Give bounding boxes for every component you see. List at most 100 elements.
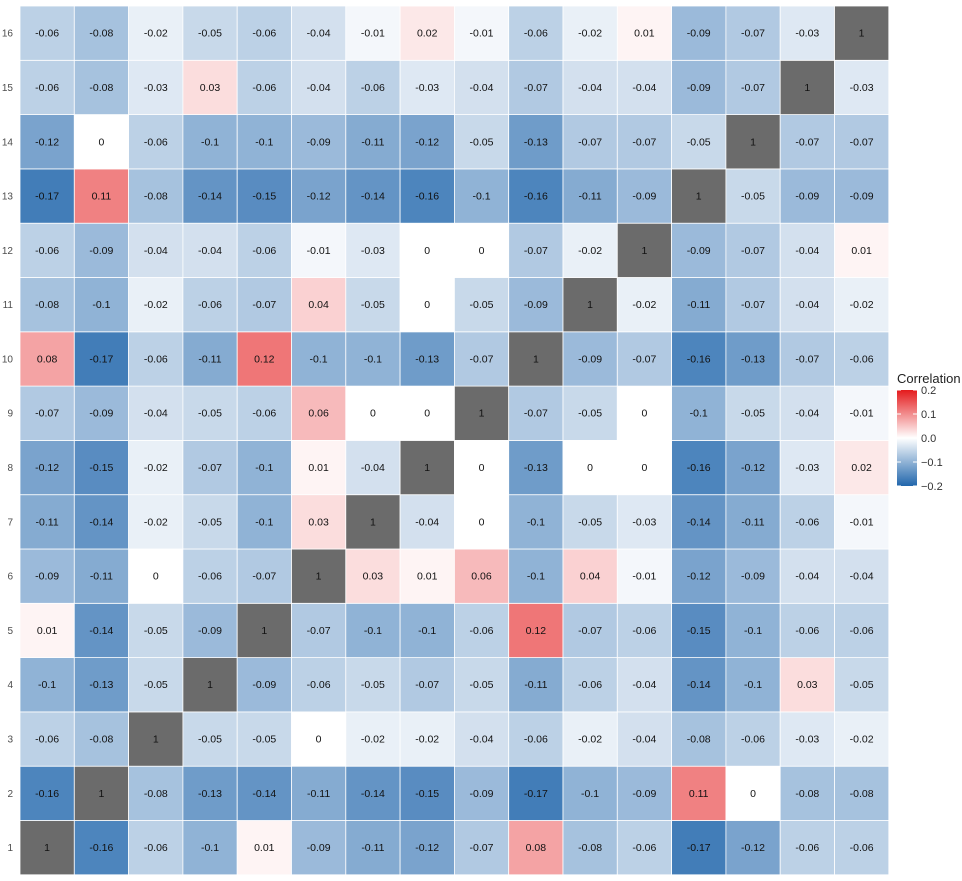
heatmap-cell	[73, 5, 130, 61]
heatmap-cell	[291, 602, 347, 658]
cell-value-label: -0.06	[795, 842, 819, 854]
cell-value-label: -0.06	[144, 842, 168, 854]
heatmap-cell	[128, 711, 184, 767]
cell-value-label: -0.06	[35, 245, 59, 257]
cell-value-label: -0.14	[361, 191, 385, 203]
cell-value-label: -0.13	[524, 462, 548, 474]
heatmap-cell	[291, 385, 347, 441]
cell-value-label: 0	[370, 408, 376, 420]
heatmap-cell	[453, 820, 510, 876]
cell-value-label: -0.1	[690, 408, 708, 420]
heatmap-cell	[128, 765, 184, 821]
y-tick-label: 14	[2, 137, 14, 148]
cell-value-label: -0.01	[850, 408, 874, 420]
cell-value-label: -0.07	[632, 353, 656, 365]
heatmap-cell	[182, 331, 238, 387]
cell-value-label: -0.01	[307, 245, 331, 257]
legend-tick-label: −0.1	[921, 457, 943, 469]
cell-value-label: -0.06	[198, 571, 222, 583]
cell-value-label: -0.11	[36, 516, 59, 528]
heatmap-cell	[73, 711, 130, 767]
heatmap-cell	[73, 820, 130, 876]
cell-value-label: -0.15	[89, 462, 113, 474]
heatmap-cell	[399, 277, 455, 333]
heatmap-cell	[834, 168, 890, 224]
cell-value-label: -0.09	[35, 571, 59, 583]
cell-value-label: -0.08	[687, 734, 711, 746]
heatmap-cell	[671, 765, 727, 821]
cell-value-label: -0.04	[144, 245, 168, 257]
cell-value-label: -0.02	[144, 299, 168, 311]
heatmap-cell	[453, 114, 510, 170]
cell-value-label: -0.09	[307, 842, 331, 854]
cell-value-label: -0.02	[632, 299, 656, 311]
heatmap-cell	[73, 331, 130, 387]
cell-value-label: 0.03	[200, 82, 221, 94]
y-tick-label: 5	[7, 626, 13, 637]
cell-value-label: 0.01	[634, 28, 655, 40]
cell-value-label: -0.06	[470, 625, 494, 637]
cell-value-label: -0.05	[850, 679, 874, 691]
heatmap-cell	[128, 439, 184, 496]
heatmap-cell	[562, 222, 618, 278]
cell-value-label: -0.09	[687, 82, 711, 94]
heatmap-cell	[182, 820, 238, 876]
heatmap-cell	[616, 765, 672, 821]
cell-value-label: -0.06	[524, 28, 548, 40]
heatmap-cell	[671, 494, 727, 550]
cell-value-label: -0.04	[850, 571, 874, 583]
heatmap-cell	[128, 114, 184, 170]
cell-value-label: -0.1	[310, 353, 328, 365]
cell-value-label: -0.07	[470, 353, 494, 365]
cell-value-label: -0.01	[850, 516, 874, 528]
cell-value-label: 0.12	[254, 353, 275, 365]
heatmap-cell	[19, 331, 75, 387]
heatmap-cell	[291, 168, 347, 224]
cell-value-label: -0.12	[415, 136, 439, 148]
cell-value-label: 0.01	[37, 625, 58, 637]
heatmap-cell	[291, 331, 347, 387]
heatmap-cell	[128, 168, 184, 224]
heatmap-cell	[182, 711, 238, 767]
cell-value-label: -0.1	[92, 299, 110, 311]
heatmap-cell	[19, 168, 75, 224]
cell-value-label: -0.07	[524, 82, 548, 94]
heatmap-cell	[73, 765, 130, 821]
cell-value-label: 0	[641, 408, 647, 420]
heatmap-cell	[236, 5, 292, 61]
cell-value-label: -0.1	[581, 788, 599, 800]
heatmap-cells	[19, 5, 890, 876]
heatmap-cell	[399, 168, 455, 224]
heatmap-cell	[671, 548, 727, 604]
cell-value-label: 0.06	[308, 408, 329, 420]
y-tick-label: 10	[2, 354, 14, 365]
cell-value-label: 0.11	[689, 788, 709, 800]
heatmap-cell	[19, 439, 75, 496]
cell-value-label: 1	[479, 408, 485, 420]
y-tick-label: 13	[2, 192, 14, 203]
cell-value-label: -0.07	[252, 571, 276, 583]
cell-value-label: -0.06	[795, 516, 819, 528]
heatmap-cell	[779, 548, 835, 604]
cell-value-label: -0.05	[198, 734, 222, 746]
cell-value-label: -0.09	[632, 191, 656, 203]
cell-value-label: -0.02	[578, 28, 602, 40]
cell-value-label: -0.06	[850, 353, 874, 365]
heatmap-cell	[19, 59, 75, 115]
heatmap-cell	[399, 820, 455, 876]
heatmap-cell	[779, 5, 835, 61]
cell-value-label: -0.06	[795, 625, 819, 637]
cell-value-label: -0.11	[90, 571, 113, 583]
heatmap-cell	[508, 168, 564, 224]
heatmap-cell	[345, 5, 401, 61]
cell-value-label: 0.12	[526, 625, 547, 637]
cell-value-label: -0.11	[198, 353, 221, 365]
heatmap-cell	[236, 657, 292, 713]
cell-value-label: -0.1	[38, 679, 56, 691]
cell-value-label: -0.07	[741, 299, 765, 311]
cell-value-label: 1	[98, 788, 104, 800]
heatmap-cell	[616, 59, 672, 115]
cell-value-label: -0.08	[144, 191, 168, 203]
cell-value-label: -0.03	[795, 28, 819, 40]
heatmap-cell	[508, 439, 564, 496]
